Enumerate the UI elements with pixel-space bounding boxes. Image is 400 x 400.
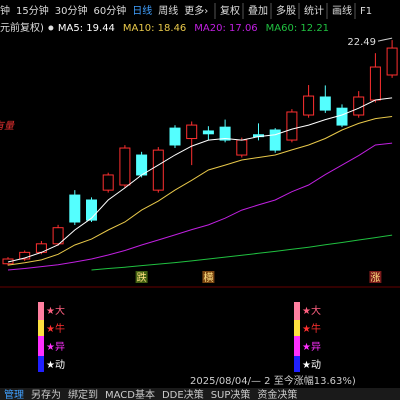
- indicator-label: ★异: [302, 341, 321, 353]
- ma-line: [7, 142, 393, 271]
- signal-box: [202, 271, 215, 283]
- indicator-bar: [38, 302, 300, 372]
- candle-body: [236, 139, 248, 156]
- toolbar-button[interactable]: F1: [360, 6, 372, 17]
- bottom-tab[interactable]: 管理: [4, 388, 24, 400]
- indicator-label: ★动: [302, 359, 321, 371]
- status-text: 2025/08/04/— 2 至今涨幅13.63%): [190, 374, 356, 387]
- candle-body: [286, 111, 298, 141]
- indicator-label: ★大: [46, 304, 65, 317]
- candle-body: [336, 107, 348, 126]
- candle-body: [2, 258, 14, 265]
- bottom-tab[interactable]: 绑定到: [68, 388, 98, 400]
- candle-body: [136, 154, 148, 176]
- side-note: 有量: [0, 120, 15, 132]
- toolbar-button[interactable]: 复权: [220, 4, 240, 17]
- timeframe-tab[interactable]: 日线: [132, 4, 152, 17]
- signal-label: 涨: [370, 272, 380, 284]
- candle-body: [19, 251, 31, 260]
- indicator-label: ★牛: [302, 322, 321, 335]
- candle-body: [52, 227, 64, 245]
- indicator-label: ★动: [46, 359, 65, 371]
- candle-body: [169, 127, 181, 146]
- bottom-tab[interactable]: 另存为: [31, 388, 61, 400]
- timeframe-tab[interactable]: 30分钟: [55, 4, 88, 17]
- timeframe-tab[interactable]: 60分钟: [93, 4, 126, 17]
- bottom-tab[interactable]: DDE决策: [162, 388, 204, 400]
- candle-body: [69, 194, 81, 223]
- timeframe-tab[interactable]: 更多›: [184, 4, 208, 17]
- tab-bar: [0, 388, 400, 400]
- legend-dot: [48, 25, 54, 31]
- signal-box: [369, 271, 382, 283]
- legend-entry: MA20: 17.06: [194, 23, 257, 34]
- bottom-tab[interactable]: 资金决策: [257, 388, 297, 400]
- timeframe-tab[interactable]: 钟: [0, 4, 10, 17]
- candle-body: [202, 130, 214, 135]
- candle-body: [319, 96, 331, 111]
- indicator-label: ★牛: [46, 322, 65, 335]
- signal-box: [135, 271, 148, 283]
- candle-body: [86, 199, 97, 221]
- high-pointer: [377, 37, 393, 42]
- indicator-label: ★大: [302, 304, 321, 317]
- indicator-label: ★异: [46, 341, 65, 353]
- timeframe-tab[interactable]: 周线: [158, 4, 178, 17]
- ma-line: [7, 116, 393, 266]
- candle-body: [369, 66, 381, 101]
- candle-body: [386, 47, 398, 76]
- candle-body: [152, 149, 164, 191]
- toolbar-button[interactable]: 叠加: [248, 5, 268, 17]
- candle-body: [119, 147, 131, 186]
- legend-entry: MA10: 18.46: [123, 23, 186, 34]
- candle-body: [102, 174, 114, 191]
- ma-line: [7, 97, 393, 263]
- toolbar-button[interactable]: 画线: [332, 4, 352, 17]
- legend-entry: MA5: 19.44: [58, 23, 115, 34]
- candle-body: [219, 126, 231, 141]
- bottom-tab[interactable]: MACD基本: [105, 388, 155, 400]
- timeframe-tab[interactable]: 15分钟: [16, 4, 49, 17]
- bottom-tab[interactable]: SUP决策: [211, 388, 251, 400]
- signal-label: 跌: [137, 271, 147, 284]
- candle-body: [269, 129, 281, 151]
- candle-body: [186, 124, 198, 140]
- ma-line: [91, 234, 393, 271]
- signal-label: 横: [203, 271, 213, 284]
- candle-body: [303, 95, 315, 116]
- toolbar-button[interactable]: 统计: [304, 4, 324, 17]
- toolbar-button[interactable]: 多股: [276, 4, 296, 17]
- high-label: 22.49: [347, 37, 376, 48]
- legend-entry: MA60: 12.21: [266, 23, 329, 34]
- subtitle: 元前复权): [0, 21, 44, 34]
